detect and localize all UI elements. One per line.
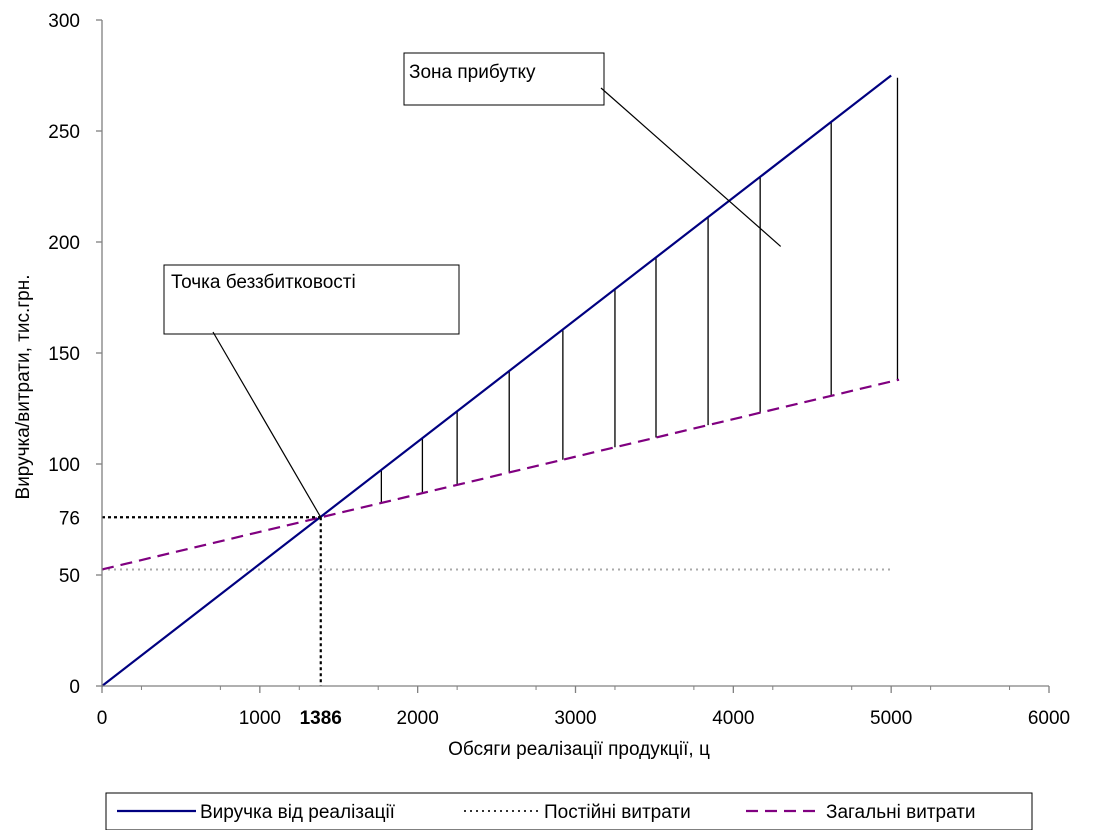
y-tick-label: 50	[59, 566, 80, 587]
y-tick-label: 150	[48, 344, 80, 365]
legend-label-fixed-costs: Постійні витрати	[544, 802, 691, 823]
x-tick-label: 0	[97, 708, 108, 729]
legend-box	[105, 792, 1033, 830]
annotation-leader-profit-zone	[600, 87, 782, 247]
series-layer	[101, 74, 900, 687]
x-tick-label: 4000	[712, 708, 754, 729]
annotation-leader-breakeven	[212, 331, 322, 518]
breakeven-x-label: 1386	[300, 708, 342, 729]
series-line-total-costs	[101, 378, 900, 571]
breakeven-guide-lines: 1386 76	[59, 508, 342, 729]
legend-label-total-costs: Загальні витрати	[826, 802, 976, 823]
breakeven-y-label: 76	[59, 508, 80, 529]
annotation-text-profit-zone: Зона прибутку	[409, 62, 536, 83]
x-tick-label: 5000	[870, 708, 912, 729]
axes	[101, 20, 1049, 687]
annotation-box-breakeven	[163, 264, 460, 335]
y-tick-label: 200	[48, 233, 80, 254]
legend: Виручка від реалізації Постійні витрати …	[105, 792, 1033, 830]
legend-label-revenue: Виручка від реалізації	[200, 802, 396, 823]
annotation-box-profit-zone	[403, 52, 605, 106]
x-axis-title: Обсяги реалізації продукції, ц	[448, 739, 710, 760]
axis-ticks: 0 1000 2000 3000 4000 5000 6000 0 50 100 150 200 250…	[48, 11, 1070, 729]
y-tick-label: 300	[48, 11, 80, 32]
y-tick-label: 0	[69, 677, 80, 698]
annotation-text-breakeven: Точка беззбитковості	[171, 272, 356, 293]
y-tick-label: 100	[48, 455, 80, 476]
series-line-revenue	[101, 74, 892, 687]
annotation-profit-zone: Зона прибутку	[403, 52, 782, 247]
y-axis-title: Виручка/витрати, тис.грн.	[13, 275, 34, 500]
x-tick-label: 2000	[397, 708, 439, 729]
profit-zone-hatching	[380, 77, 899, 503]
x-tick-label: 1000	[239, 708, 281, 729]
y-tick-label: 250	[48, 122, 80, 143]
x-tick-label: 3000	[554, 708, 596, 729]
annotation-breakeven: Точка беззбитковості	[163, 264, 460, 518]
x-tick-label: 6000	[1028, 708, 1070, 729]
